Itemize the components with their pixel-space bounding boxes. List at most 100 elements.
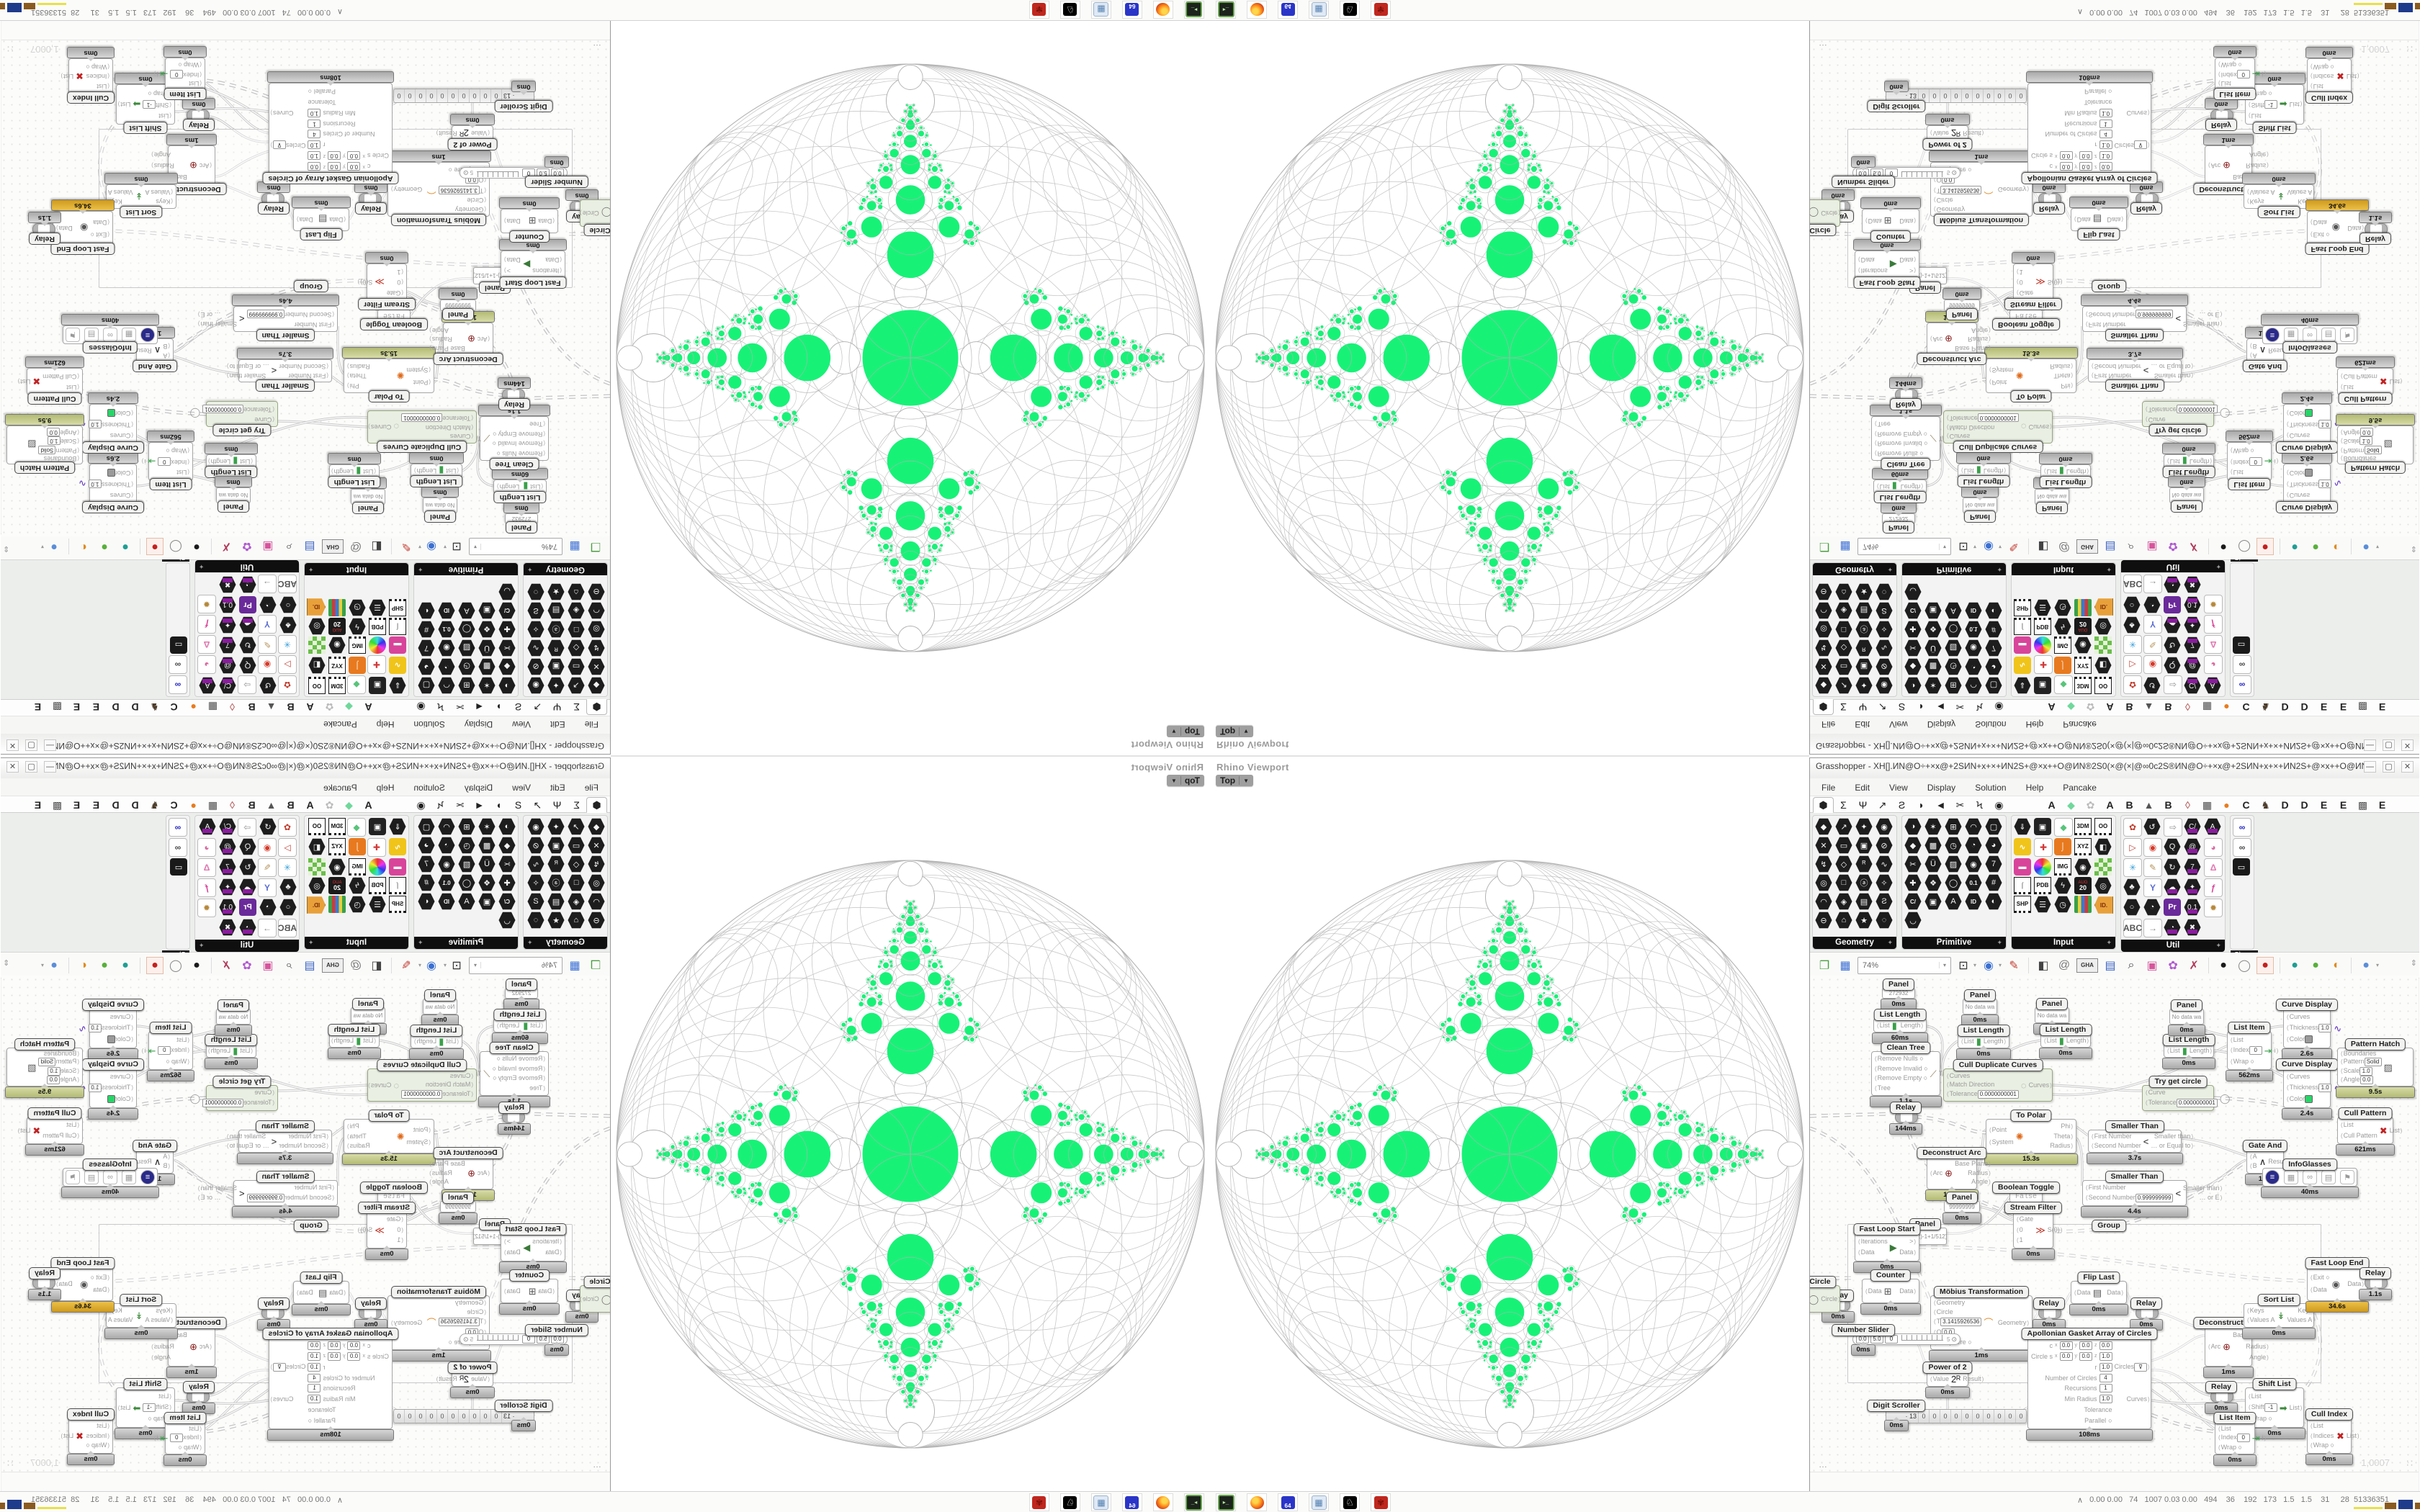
component-icon[interactable]: Y — [2143, 615, 2162, 634]
component-icon[interactable]: 0.1 — [438, 874, 455, 891]
gh-node-power-of-2[interactable]: Power of 2Value2ᴿResult0ms — [1922, 1362, 1981, 1398]
gh-node-relay[interactable]: Relay 144ms — [1889, 377, 1922, 410]
infoglasses-icon[interactable]: ∞ — [2303, 1170, 2317, 1184]
tab-[interactable]: ◆ — [2067, 701, 2075, 713]
mat-half-button[interactable]: ◐ — [2333, 958, 2340, 971]
component-icon[interactable]: ◑ — [1904, 677, 1922, 694]
infoglasses-icon[interactable]: ▤ — [84, 328, 99, 342]
tab-[interactable]: ▲ — [266, 701, 277, 713]
component-icon-[interactable]: ⌠ — [389, 877, 406, 894]
infoglasses-icon[interactable]: ⚑ — [66, 328, 80, 342]
minimize-button[interactable]: — — [2364, 761, 2376, 773]
component-icon[interactable]: ◈ — [1835, 893, 1852, 910]
tab-[interactable]: Σ — [573, 799, 580, 811]
slider-grip[interactable]: ⊙ — [463, 169, 469, 177]
infoglasses-icon[interactable]: ⚑ — [66, 1170, 80, 1184]
component-icon[interactable]: ▣ — [1924, 893, 1942, 910]
component-icon[interactable]: ✦ — [219, 878, 236, 896]
infoglasses-icon[interactable]: ▦ — [2284, 328, 2298, 342]
component-icon[interactable]: C/ — [2184, 677, 2201, 694]
tab-d[interactable]: D — [2300, 799, 2308, 811]
node-body[interactable]: Data⊞Data — [1862, 1279, 1919, 1303]
component-icon[interactable]: ◷ — [1945, 837, 1962, 854]
minimize-button[interactable]: — — [2364, 739, 2376, 751]
value-box[interactable]: 3.1415926536 — [438, 185, 480, 194]
node-body[interactable]: ListIndicesWrap ○✖List — [2307, 58, 2357, 94]
value-box[interactable]: 0.0000000001 — [401, 413, 443, 423]
component-icon[interactable]: ❖ — [1924, 621, 1942, 638]
gh-node-relay[interactable]: Relay 144ms — [498, 377, 531, 410]
value-box[interactable]: 5.0 — [1870, 1335, 1883, 1344]
component-icon[interactable]: @ — [2184, 838, 2201, 855]
component-icon[interactable]: ◉ — [1876, 677, 1893, 694]
component-icon[interactable]: @ — [219, 657, 236, 674]
gh-node-number-slider[interactable]: Number Slider 0.0 5.0 0 5 ⊙ 0ms — [1832, 1324, 1960, 1356]
widget-button[interactable]: ◧ — [371, 540, 382, 553]
preview-eye-button[interactable]: ◉ — [426, 540, 436, 553]
tab-a[interactable]: A — [364, 701, 372, 713]
gh-node-panel[interactable]: Panel 99999999 0ms — [439, 1192, 478, 1224]
component-icon[interactable]: ◐ — [418, 893, 435, 910]
node-body[interactable]: c x 0.0 y 0.0 z 0.0 Circle s x 0.0 y 0.0 z 1.0 r 1.0 Num… — [269, 1337, 393, 1429]
window-buttons[interactable]: — ▢ ✕ — [2364, 761, 2414, 773]
ribbons-button[interactable]: ✗ — [221, 540, 231, 553]
node-body[interactable]: PointSystem✺PhiThetaRadius — [344, 359, 434, 393]
component-icon-pdb[interactable]: PDB — [369, 877, 386, 894]
gh-node-stream-filter[interactable]: Stream FilterGate01≫S(0)0ms — [2004, 1202, 2063, 1260]
component-icon[interactable]: ✚ — [2034, 838, 2053, 857]
tab-[interactable]: ✿ — [325, 701, 334, 713]
value-box[interactable]: 0.0 — [2099, 1341, 2112, 1350]
mat-blue-button[interactable]: ● — [2362, 541, 2370, 554]
taskbar-app-terminal[interactable]: ▸_ — [1184, 1, 1204, 19]
maximize-button[interactable]: ▢ — [25, 739, 37, 751]
scroller-digit[interactable]: 0 — [480, 1410, 491, 1423]
value-box[interactable]: 0.0000000001 — [1977, 413, 2019, 423]
component-icon[interactable]: ◉ — [328, 858, 346, 876]
scroller-digit[interactable]: 0 — [394, 89, 405, 102]
gh-node-flip-last[interactable]: Flip LastData▤Data0ms — [292, 197, 351, 240]
input-toggle[interactable]: ○ — [2249, 1057, 2254, 1065]
minimize-button[interactable]: — — [44, 761, 56, 773]
component-icon[interactable]: ◷ — [349, 896, 366, 913]
node-body[interactable]: IterationsData▶>Data — [501, 251, 565, 279]
panel-footer-geometry[interactable]: Geometry ✦ — [1813, 563, 1896, 575]
value-box[interactable]: Solid — [2364, 445, 2382, 454]
component-icon[interactable]: C/ — [498, 602, 516, 619]
component-icon[interactable]: ☁ — [2164, 616, 2181, 634]
menu-help[interactable]: Help — [2025, 783, 2044, 793]
tab-e[interactable]: E — [92, 701, 100, 713]
component-icon[interactable]: Q — [2164, 657, 2181, 674]
value-box[interactable]: -1 — [143, 1403, 156, 1412]
component-icon[interactable]: ∿ — [1876, 639, 1893, 657]
value-box[interactable]: 0.0 — [2059, 151, 2073, 161]
component-icon-img[interactable]: IMG — [2054, 858, 2071, 876]
component-icon[interactable]: ◕ — [2204, 838, 2223, 857]
sketch-pen-button[interactable]: ✎ — [2009, 540, 2019, 553]
component-icon-stripes[interactable] — [328, 896, 346, 913]
value-box[interactable]: 0.0 — [2079, 162, 2093, 171]
value-box[interactable]: 3.1415926536 — [1940, 1318, 1982, 1327]
component-icon[interactable]: ◠ — [1965, 818, 1982, 835]
input-toggle[interactable]: ○ — [2236, 61, 2242, 69]
component-icon[interactable]: ID — [438, 893, 455, 910]
tab-[interactable]: ◄ — [474, 799, 485, 811]
tab-[interactable]: ⬢ — [586, 797, 607, 813]
panel-footer-input[interactable]: Input ✦ — [2012, 563, 2115, 575]
menu-view[interactable]: View — [512, 783, 531, 793]
component-icon-img[interactable]: IMG — [349, 636, 366, 654]
component-icon[interactable]: ↯ — [588, 639, 605, 657]
tab-b[interactable]: B — [287, 799, 295, 811]
gh-node-cull-pattern[interactable]: Cull PatternListCull Pattern✖List621ms — [2336, 1107, 2400, 1156]
component-icon[interactable]: → — [258, 919, 277, 937]
component-icon[interactable]: ◠ — [588, 602, 605, 619]
component-icon[interactable]: 7 — [1985, 855, 2002, 873]
component-icon[interactable]: ✹ — [2204, 595, 2223, 613]
window-buttons[interactable]: — ▢ ✕ — [6, 761, 56, 773]
taskbar-app-terminal[interactable]: ▸_ — [1216, 1493, 1236, 1511]
gh-node-panel[interactable]: Panel 99999999 0ms — [439, 288, 478, 320]
open-file-button[interactable]: ❐ — [1819, 959, 1830, 972]
gh-node-list-length[interactable]: List LengthList▮Length0ms — [409, 452, 464, 487]
close-button[interactable]: ✕ — [6, 761, 19, 773]
node-body[interactable]: CurvesThickness1.0Color∿ — [2283, 404, 2341, 444]
